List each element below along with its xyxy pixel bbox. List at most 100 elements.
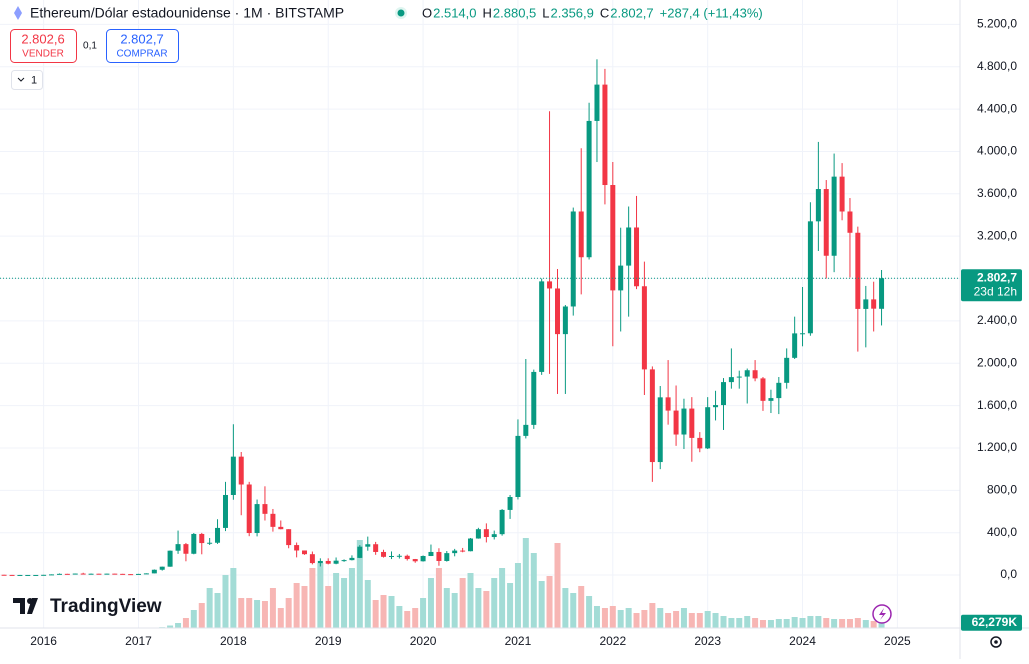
candle-body [262, 504, 267, 514]
candle-body [183, 544, 188, 554]
volume-bar [713, 613, 719, 628]
volume-bar [333, 573, 339, 628]
volume-bar [468, 573, 474, 628]
candle-body [760, 378, 765, 400]
volume-bar [286, 598, 292, 628]
volume-bar [681, 608, 687, 628]
x-tick-label: 2023 [694, 634, 721, 648]
volume-bar [863, 620, 869, 628]
volume-bar [523, 538, 529, 628]
candle-body [120, 574, 125, 575]
candle-body [879, 278, 884, 309]
x-tick-label: 2022 [599, 634, 626, 648]
volume-bar [673, 611, 679, 628]
candle-body [737, 377, 742, 378]
x-tick-label: 2025 [884, 634, 911, 648]
volume-bar [562, 588, 568, 628]
candle-body [539, 281, 544, 372]
volume-bar [626, 608, 632, 628]
volume-bar [705, 611, 711, 628]
volume-bar [325, 586, 331, 628]
candle-body [231, 457, 236, 495]
volume-bar [792, 617, 798, 628]
candle-body [816, 189, 821, 221]
spread: 0,1 [83, 41, 97, 52]
candle-body [318, 561, 323, 563]
volume-bar [721, 616, 727, 628]
candle-body [729, 377, 734, 382]
y-tick-label: 0,0 [1000, 567, 1017, 581]
y-tick-label: 3.200,0 [977, 228, 1017, 242]
ohlc-key: H [483, 5, 492, 20]
volume-bar [238, 598, 244, 628]
candle-body [776, 383, 781, 398]
sell-label: VENDER [22, 49, 64, 60]
candle-body [824, 189, 829, 256]
volume-bar [278, 608, 284, 628]
candle-body [89, 574, 94, 575]
volume-bar [230, 568, 236, 628]
y-tick-label: 400,0 [987, 525, 1017, 539]
ohlc-key: C [600, 5, 609, 20]
volume-bar [365, 580, 371, 628]
candle-body [349, 558, 354, 560]
candle-body [626, 227, 631, 265]
candle-body [610, 185, 615, 290]
volume-bar [760, 620, 766, 628]
ohlc-key: O [422, 5, 432, 20]
candle-body [650, 369, 655, 462]
candle-body [476, 529, 481, 538]
volume-bar [649, 603, 655, 628]
volume-bar [396, 606, 402, 628]
volume-bar [444, 588, 450, 628]
candle-body [397, 556, 402, 557]
symbol-title[interactable]: Ethereum/Dólar estadounidense · 1M · BIT… [30, 5, 344, 21]
countdown: 23d 12h [974, 284, 1017, 298]
candle-body [460, 551, 465, 552]
volume-bar [199, 603, 205, 628]
volume-bar [483, 591, 489, 628]
candle-body [689, 409, 694, 438]
candle-body [745, 370, 750, 376]
ohlc-key: L [542, 5, 549, 20]
volume-bar [784, 619, 790, 628]
volume-bar [641, 610, 647, 628]
last-price-label: 2.802,7 [977, 270, 1017, 284]
settings-core [994, 640, 998, 644]
candle-body [555, 288, 560, 334]
ohlc-value: 2.356,9 [551, 5, 594, 20]
candle-body [531, 372, 536, 425]
volume-bar [555, 543, 561, 628]
candle-body [508, 497, 513, 510]
candle-body [571, 211, 576, 306]
volume-bar [547, 576, 553, 628]
candle-body [428, 552, 433, 556]
candle-body [863, 299, 868, 309]
buy-price: 2.802,7 [120, 31, 163, 46]
volume-bar [539, 581, 545, 628]
candle-body [365, 544, 370, 546]
candle-body [444, 553, 449, 561]
logo-text[interactable]: TradingView [50, 596, 162, 617]
volume-bar [246, 598, 252, 628]
candle-body [468, 539, 473, 552]
candle-body [357, 547, 362, 558]
volume-bar [736, 618, 742, 628]
volume-bar [404, 611, 410, 628]
volume-bar [831, 619, 837, 628]
volume-bar [776, 619, 782, 628]
candle-body [191, 534, 196, 554]
candle-body [104, 574, 109, 575]
candle-body [436, 552, 441, 561]
candle-body [33, 575, 38, 576]
logo-dot [27, 598, 33, 604]
candle-body [413, 559, 418, 561]
indicators-toggle[interactable] [12, 71, 43, 90]
candle-body [594, 85, 599, 121]
candle-body [563, 306, 568, 334]
status-dot [398, 10, 405, 17]
candle-body [713, 405, 718, 407]
indicator-count: 1 [31, 74, 37, 86]
candle-body [128, 574, 133, 575]
y-tick-label: 2.000,0 [977, 355, 1017, 369]
